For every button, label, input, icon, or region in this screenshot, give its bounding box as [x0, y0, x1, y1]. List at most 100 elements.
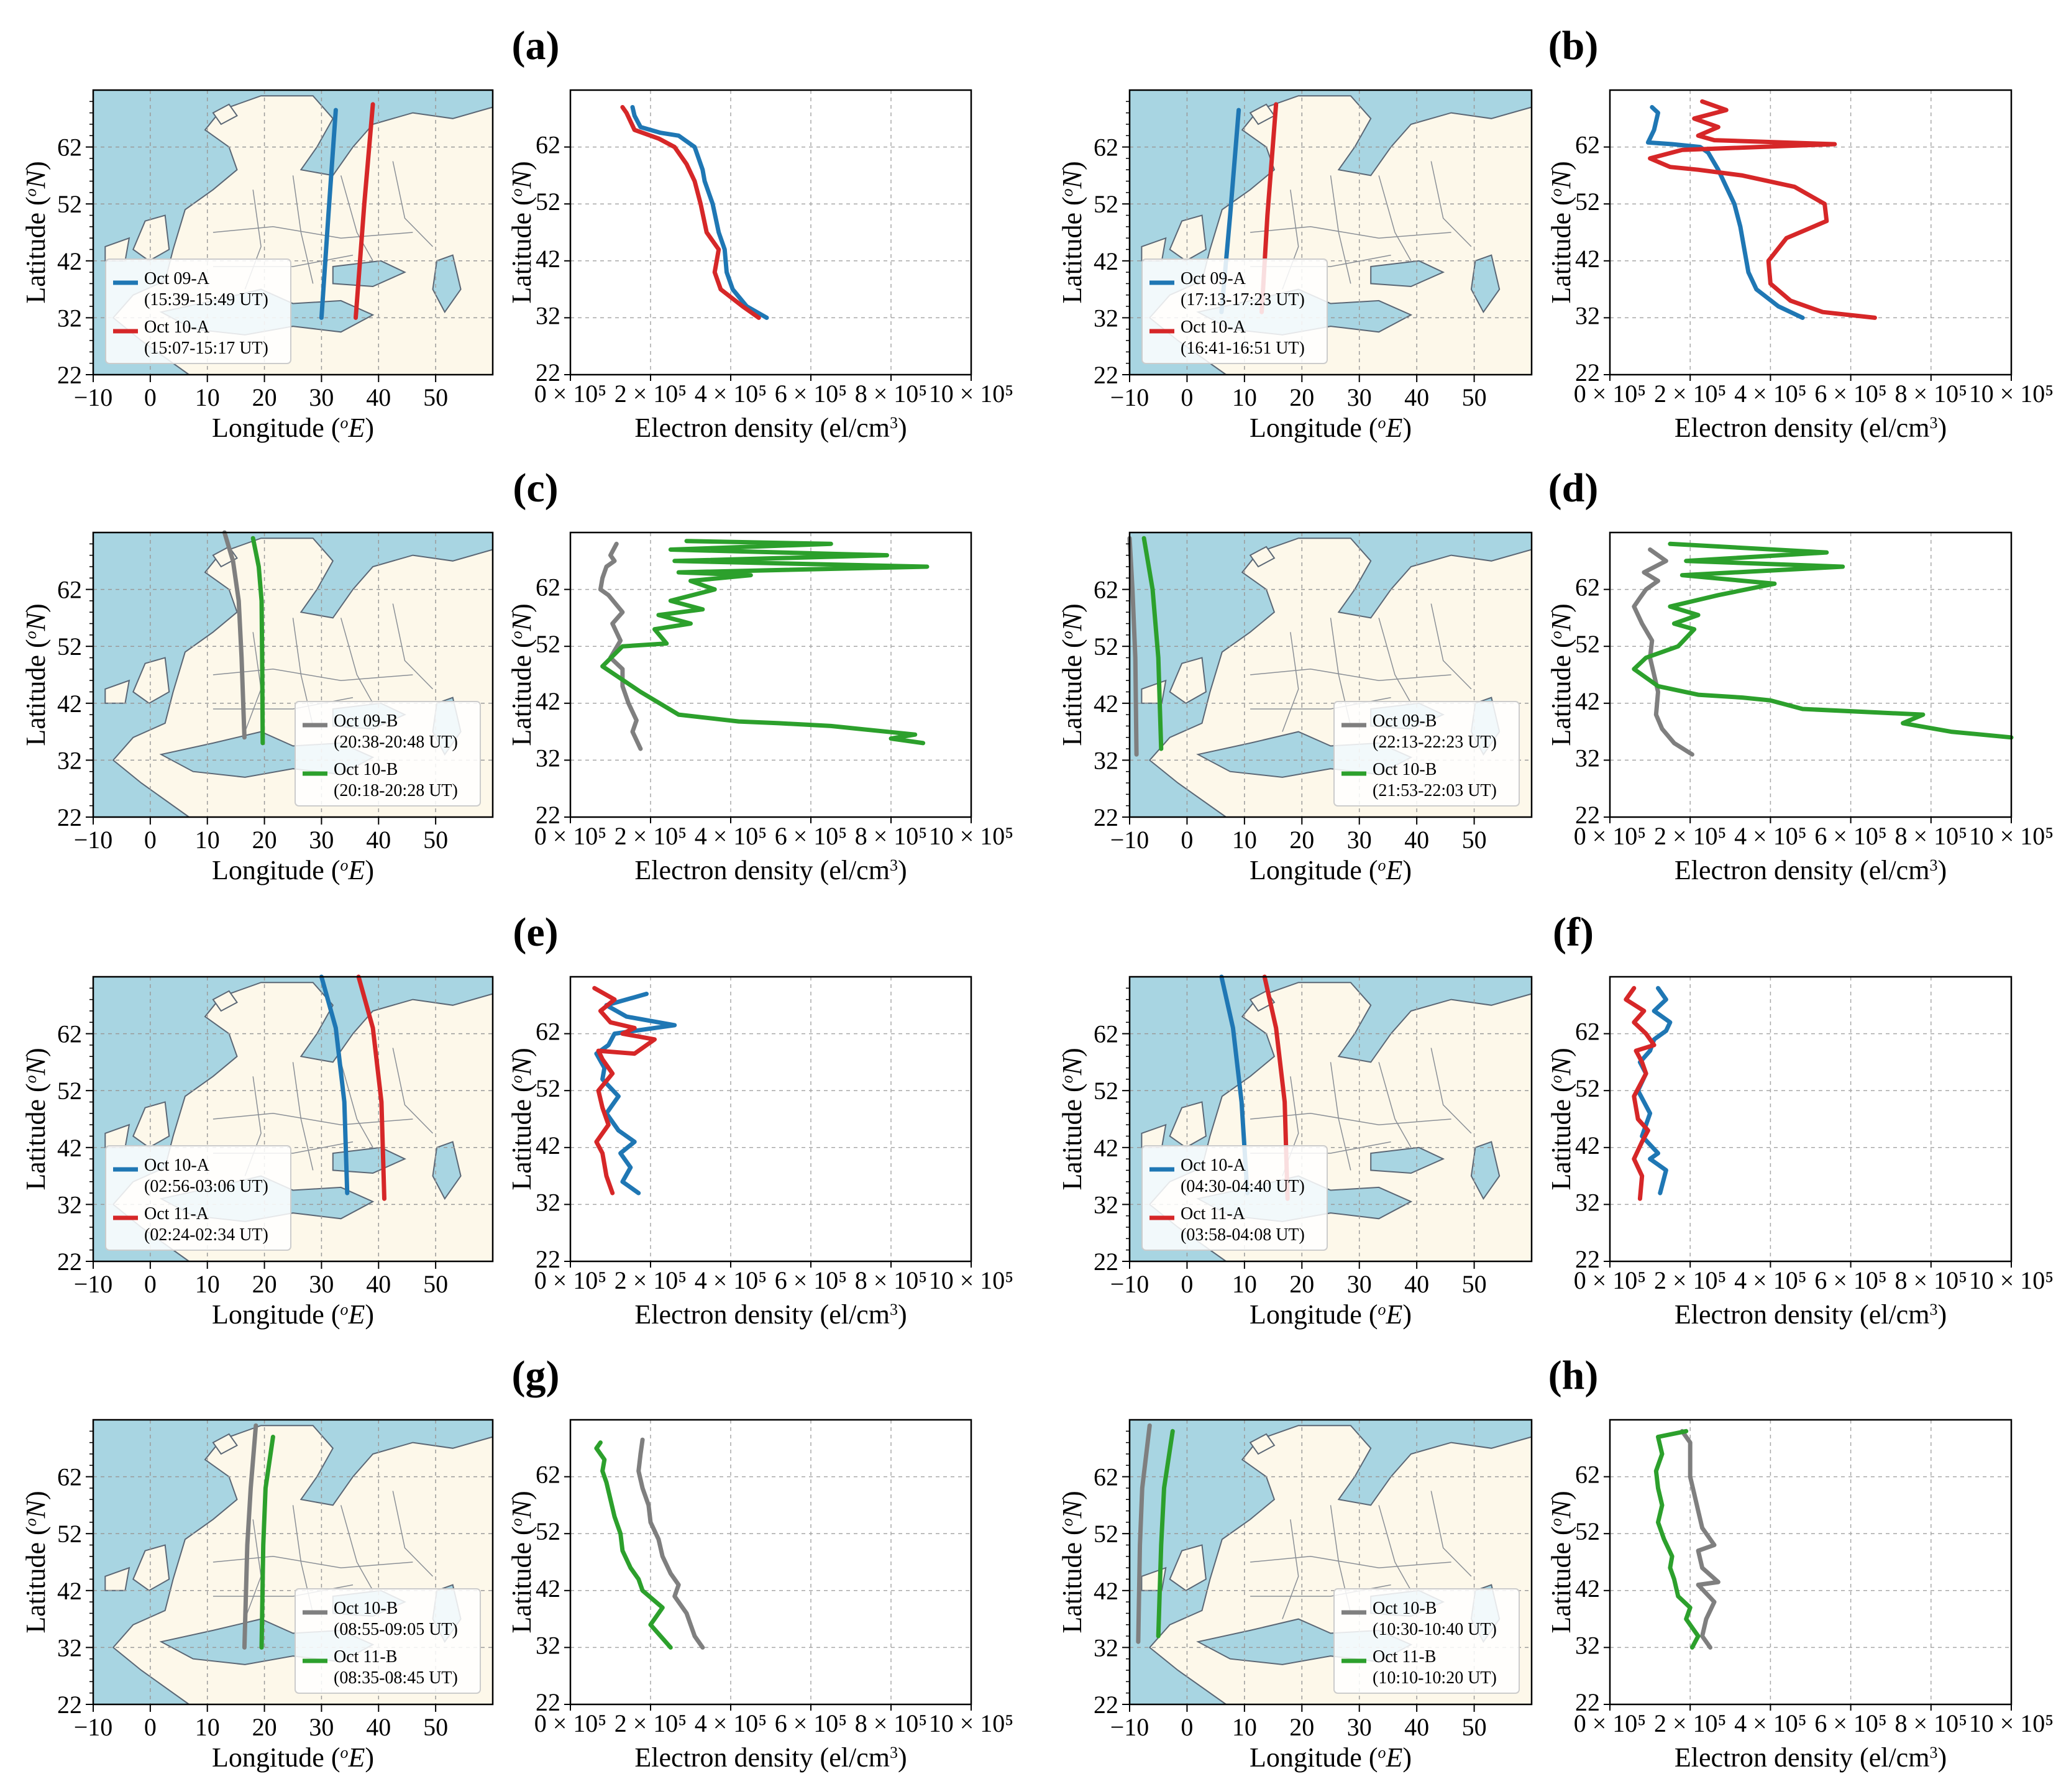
border-line [392, 603, 434, 690]
profile-axes-frame [1609, 531, 2013, 818]
map-y-axis-label: Latitude (oN) [21, 161, 51, 303]
border-line [392, 161, 434, 247]
border-line [212, 226, 413, 239]
map-lon-tick: 30 [309, 1713, 334, 1741]
profile-density-tick: 8 × 10⁵ [1895, 1266, 1968, 1294]
sea-area [1470, 1141, 1501, 1200]
profile-lat-tick: 62 [1575, 131, 1600, 159]
legend-entry-red: Oct 10-A [1181, 318, 1246, 337]
border-line [1250, 1556, 1451, 1568]
map-lat-tick: 42 [1094, 247, 1118, 275]
density-profile-green [600, 539, 930, 746]
map-lat-tick: 22 [57, 803, 82, 831]
profile-density-tick: 2 × 10⁵ [1654, 1266, 1727, 1294]
profile-lat-tick: 22 [1575, 1688, 1600, 1716]
legend-entry-time-blue: (17:13-17:23 UT) [1181, 290, 1305, 309]
map-lon-tick: 10 [195, 1713, 220, 1741]
map-lat-tick: 42 [57, 1134, 82, 1162]
border-line [292, 1062, 314, 1171]
map-lon-tick: 0 [1181, 1713, 1193, 1741]
profile-x-axis-label: Electron density (el/cm3) [1675, 855, 1947, 885]
profile-lat-tick: 42 [536, 687, 560, 715]
legend-entry-blue: Oct 10-A [1181, 1156, 1246, 1175]
map-lon-tick: 0 [1181, 383, 1193, 411]
map-lat-tick: 22 [57, 1248, 82, 1276]
satellite-track-green [1156, 1429, 1175, 1639]
profile-density-tick: 6 × 10⁵ [775, 822, 848, 850]
profile-background [1610, 1420, 2011, 1704]
map-lon-tick: 50 [1462, 826, 1487, 854]
map-axes-frame [1128, 976, 1533, 1263]
border-line [1378, 1062, 1412, 1148]
profile-density-tick: 6 × 10⁵ [1814, 1266, 1887, 1294]
sea-area [1370, 1146, 1445, 1174]
border-line [340, 618, 373, 704]
map-lon-tick: 50 [423, 383, 448, 411]
profile-lat-tick: 42 [1575, 687, 1600, 715]
map-lon-tick: 50 [423, 1270, 448, 1298]
profile-lat-tick: 62 [536, 1018, 560, 1046]
legend-g: Oct 10-B (08:55-09:05 UT) Oct 11-B (08:35-0… [295, 1588, 481, 1694]
satellite-track-green [259, 1435, 275, 1650]
profile-lat-tick: 32 [1575, 301, 1600, 329]
legend-b: Oct 09-A (17:13-17:23 UT) Oct 10-A (16:41-1… [1141, 258, 1328, 364]
map-lon-tick: 40 [1404, 1270, 1429, 1298]
satellite-track-green [250, 536, 265, 746]
map-lon-tick: 30 [309, 826, 334, 854]
legend-e: Oct 10-A (02:56-03:06 UT) Oct 11-A (02:24-0… [105, 1145, 291, 1251]
profile-x-axis-label: Electron density (el/cm3) [634, 1742, 907, 1773]
legend-box [1141, 1145, 1328, 1251]
map-lat-tick: 22 [1094, 1691, 1118, 1719]
map-axes-frame [1128, 1419, 1533, 1706]
land-area [212, 103, 238, 126]
profile-lat-tick: 22 [536, 801, 560, 829]
density-profile-grey [1632, 547, 1694, 757]
legend-entry-grey: Oct 09-B [1373, 711, 1437, 731]
profile-density-tick: 8 × 10⁵ [1895, 380, 1968, 408]
map-axes-frame [92, 976, 494, 1263]
profile-density-tick: 0 × 10⁵ [1574, 1266, 1647, 1294]
profile-lat-tick: 62 [1575, 1461, 1600, 1489]
satellite-track-red [356, 974, 386, 1201]
land-area [1169, 657, 1207, 704]
map-lat-tick: 32 [57, 1634, 82, 1662]
land-area [1249, 1433, 1276, 1455]
map-lat-tick: 32 [1094, 304, 1118, 332]
legend-entry-time-grey: (20:38-20:48 UT) [334, 733, 458, 752]
map-lon-tick: 40 [1404, 1713, 1429, 1741]
profile-x-axis-label: Electron density (el/cm3) [1675, 1742, 1947, 1773]
map-lon-tick: 10 [195, 383, 220, 411]
profile-density-tick: 10 × 10⁵ [929, 380, 1014, 408]
map-x-axis-label: Longitude (oE) [1250, 1299, 1412, 1330]
density-profile-red [1624, 985, 1657, 1201]
legend-entry-blue: Oct 10-A [144, 1156, 210, 1175]
map-lon-tick: 50 [423, 1713, 448, 1741]
profile-background [570, 1420, 971, 1704]
legend-entry-red: Oct 11-A [1181, 1204, 1246, 1223]
profile-density-tick: 4 × 10⁵ [695, 380, 767, 408]
profile-lat-tick: 62 [1575, 1018, 1600, 1046]
profile-density-tick: 0 × 10⁵ [1574, 822, 1647, 850]
profile-background [570, 90, 971, 375]
profile-lat-tick: 42 [1575, 1575, 1600, 1602]
map-x-axis-label: Longitude (oE) [1250, 413, 1412, 443]
map-x-axis-label: Longitude (oE) [1250, 1742, 1412, 1773]
map-lon-tick: 50 [1462, 1713, 1487, 1741]
legend-entry-red: Oct 10-A [144, 318, 210, 337]
border-line [340, 1062, 373, 1148]
panel-label-d: (d) [1548, 465, 1599, 511]
map-y-axis-label: Latitude (oN) [21, 603, 51, 746]
legend-entry-green: Oct 10-B [1373, 760, 1437, 779]
map-lat-tick: 32 [57, 304, 82, 332]
map-lat-tick: 42 [1094, 690, 1118, 718]
profile-density-tick: 6 × 10⁵ [775, 380, 848, 408]
map-lon-tick: 40 [366, 1270, 391, 1298]
border-line [212, 1113, 413, 1125]
map-y-axis-label: Latitude (oN) [1057, 161, 1087, 303]
legend-entry-time-green: (10:10-10:20 UT) [1373, 1668, 1497, 1688]
map-lon-tick: 20 [1289, 1713, 1314, 1741]
profile-density-tick: 6 × 10⁵ [1814, 1709, 1887, 1737]
legend-entry-time-green: (20:18-20:28 UT) [334, 781, 458, 800]
map-lat-tick: 22 [57, 1691, 82, 1719]
map-lon-tick: 40 [366, 383, 391, 411]
